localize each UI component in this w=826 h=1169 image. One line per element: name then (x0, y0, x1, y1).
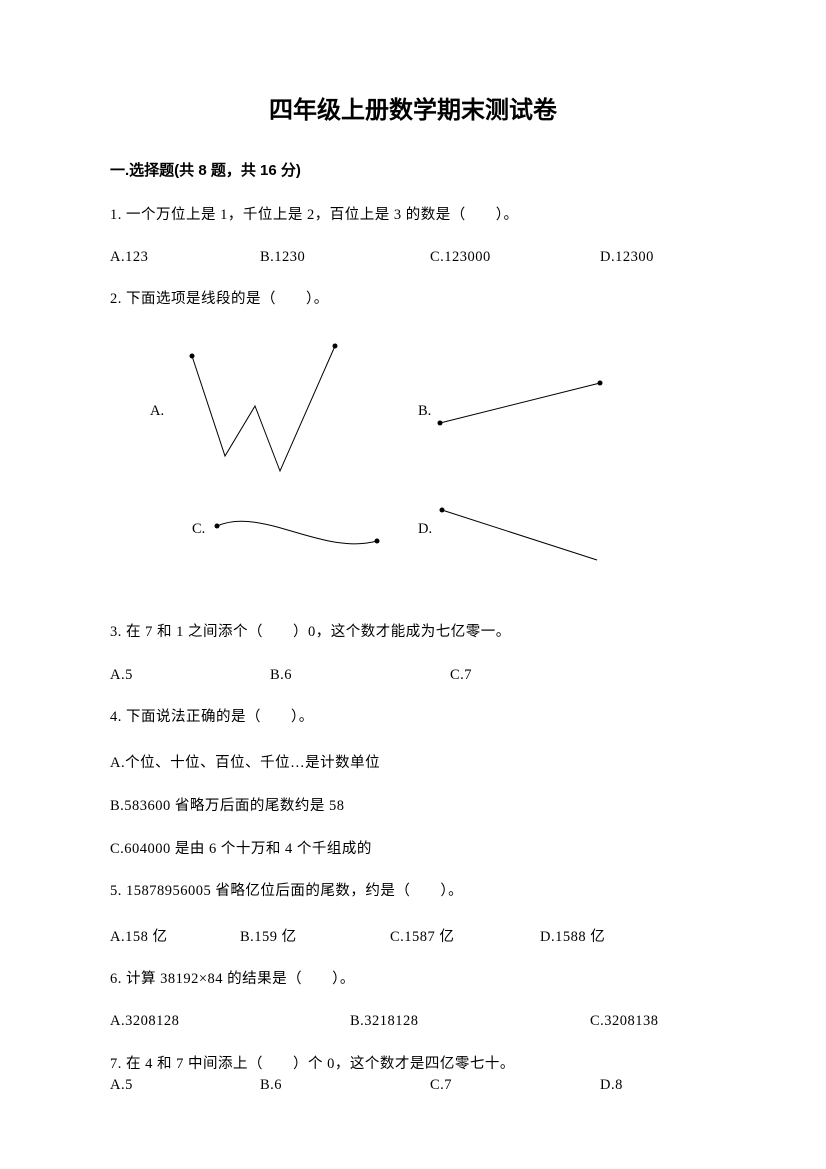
q2-label-b: B. (418, 403, 431, 420)
q7-text: 7. 在 4 和 7 中间添上（ ）个 0，这个数才是四亿零七十。 (110, 1052, 716, 1073)
q3-opt-b: B.6 (270, 667, 450, 684)
q3-text: 3. 在 7 和 1 之间添个（ ）0，这个数才能成为七亿零一。 (110, 621, 716, 644)
q2-figure-c (212, 511, 392, 561)
q6-options: A.3208128 B.3218128 C.3208138 (110, 1013, 716, 1030)
q2-text: 2. 下面选项是线段的是（ ）。 (110, 288, 716, 311)
q4-text: 4. 下面说法正确的是（ ）。 (110, 706, 716, 729)
q3-options: A.5 B.6 C.7 (110, 667, 716, 684)
q2-figure-a (170, 341, 350, 481)
q6-opt-a: A.3208128 (110, 1013, 350, 1030)
q1-opt-b: B.1230 (260, 249, 430, 266)
q1-options: A.123 B.1230 C.123000 D.12300 (110, 249, 716, 266)
q5-options: A.158 亿 B.159 亿 C.1587 亿 D.1588 亿 (110, 925, 716, 946)
q7-opt-b: B.6 (260, 1077, 430, 1094)
q3-opt-a: A.5 (110, 667, 270, 684)
section-1-header: 一.选择题(共 8 题，共 16 分) (110, 159, 716, 180)
q5-opt-d: D.1588 亿 (540, 925, 716, 946)
q4-opt-b: B.583600 省略万后面的尾数约是 58 (110, 794, 716, 815)
q1-opt-c: C.123000 (430, 249, 600, 266)
q7-opt-d: D.8 (600, 1077, 716, 1094)
q2-figure-b (440, 363, 620, 443)
q2-label-d: D. (418, 521, 432, 538)
q2-label-a: A. (150, 403, 164, 420)
q4-opt-c: C.604000 是由 6 个十万和 4 个千组成的 (110, 837, 716, 858)
exam-title: 四年级上册数学期末测试卷 (110, 90, 716, 125)
q4-opt-a: A.个位、十位、百位、千位…是计数单位 (110, 751, 716, 772)
q1-text: 1. 一个万位上是 1，千位上是 2，百位上是 3 的数是（ ）。 (110, 204, 716, 227)
q1-opt-a: A.123 (110, 249, 260, 266)
q6-text: 6. 计算 38192×84 的结果是（ ）。 (110, 968, 716, 991)
q5-opt-a: A.158 亿 (110, 925, 240, 946)
q7-opt-c: C.7 (430, 1077, 600, 1094)
q5-opt-b: B.159 亿 (240, 925, 390, 946)
q7-options: A.5 B.6 C.7 D.8 (110, 1077, 716, 1094)
q1-opt-d: D.12300 (600, 249, 716, 266)
q2-figures: A. B. C. D. (140, 333, 680, 593)
q6-opt-c: C.3208138 (590, 1013, 716, 1030)
q2-figure-d (442, 505, 622, 575)
q3-opt-c: C.7 (450, 667, 716, 684)
q6-opt-b: B.3218128 (350, 1013, 590, 1030)
q5-text: 5. 15878956005 省略亿位后面的尾数，约是（ ）。 (110, 880, 716, 903)
q5-opt-c: C.1587 亿 (390, 925, 540, 946)
q7-opt-a: A.5 (110, 1077, 260, 1094)
q2-label-c: C. (192, 521, 205, 538)
